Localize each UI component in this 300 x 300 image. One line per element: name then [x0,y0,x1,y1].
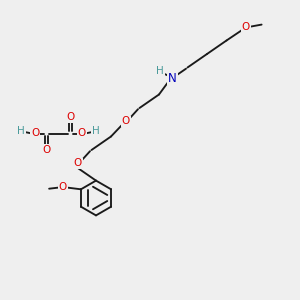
Text: O: O [78,128,86,139]
Text: O: O [42,145,51,155]
Text: H: H [156,66,164,76]
Text: O: O [242,22,250,32]
Text: O: O [74,158,82,169]
Text: O: O [59,182,67,192]
Text: H: H [92,126,100,136]
Text: O: O [66,112,75,122]
Text: H: H [17,126,25,136]
Text: N: N [168,71,177,85]
Text: O: O [122,116,130,127]
Text: O: O [31,128,39,139]
